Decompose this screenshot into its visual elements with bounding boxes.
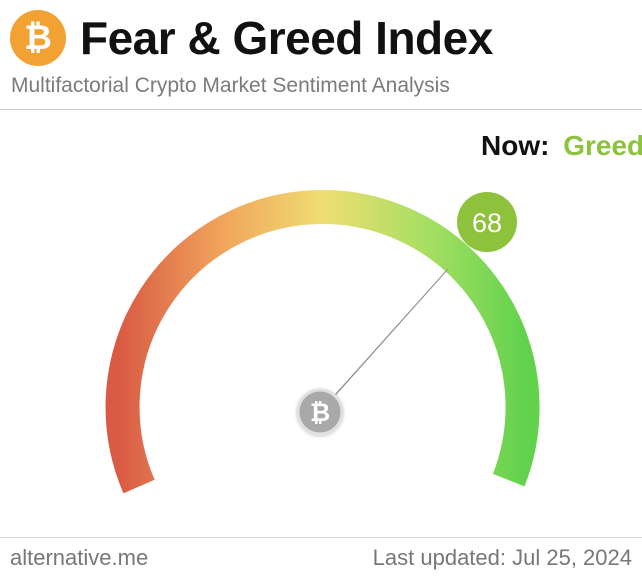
now-sentiment-value: Greed	[563, 130, 642, 161]
gauge-center-bitcoin-icon	[296, 388, 344, 436]
gauge-needle	[321, 268, 449, 411]
page-title: Fear & Greed Index	[80, 12, 493, 64]
bitcoin-logo-icon: ₿	[10, 10, 66, 66]
last-updated: Last updated: Jul 25, 2024	[372, 545, 632, 570]
gauge-value-badge	[457, 192, 517, 252]
header: ₿ Fear & Greed Index	[10, 10, 493, 66]
source-link[interactable]: alternative.me	[10, 545, 149, 570]
page-subtitle: Multifactorial Crypto Market Sentiment A…	[11, 74, 450, 97]
gauge-value-text: 68	[472, 208, 502, 238]
footer-divider	[0, 537, 642, 538]
current-sentiment: Now: Greed	[481, 130, 642, 162]
gauge-center-bitcoin-glyph: ₿	[310, 398, 330, 427]
gauge-arc	[105, 190, 540, 494]
header-divider	[0, 109, 642, 110]
now-label: Now:	[481, 130, 550, 161]
